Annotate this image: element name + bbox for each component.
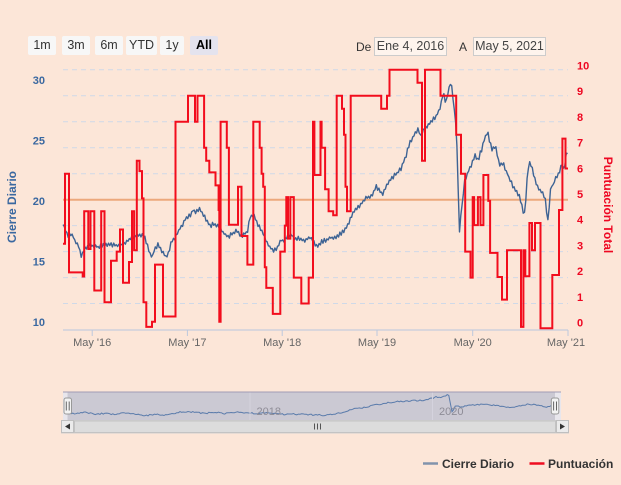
- svg-text:5: 5: [577, 189, 583, 201]
- svg-text:2: 2: [577, 266, 583, 278]
- svg-text:May '18: May '18: [263, 337, 301, 349]
- svg-text:May '21: May '21: [547, 337, 585, 349]
- svg-text:4: 4: [577, 215, 584, 227]
- svg-text:3: 3: [577, 240, 583, 252]
- svg-text:0: 0: [577, 318, 583, 330]
- svg-text:9: 9: [577, 86, 583, 98]
- svg-text:Puntuación: Puntuación: [548, 457, 613, 471]
- svg-text:6: 6: [577, 163, 583, 175]
- svg-text:May '20: May '20: [454, 337, 492, 349]
- svg-text:8: 8: [577, 112, 583, 124]
- svg-text:May '19: May '19: [358, 337, 396, 349]
- svg-text:10: 10: [33, 317, 45, 329]
- svg-text:Cierre Diario: Cierre Diario: [442, 457, 514, 471]
- svg-text:20: 20: [33, 196, 45, 208]
- svg-text:May '17: May '17: [168, 337, 206, 349]
- svg-text:15: 15: [33, 257, 45, 269]
- svg-text:Cierre Diario: Cierre Diario: [5, 171, 19, 243]
- svg-text:2020: 2020: [439, 406, 463, 418]
- svg-text:7: 7: [577, 138, 583, 150]
- svg-text:2018: 2018: [257, 406, 281, 418]
- svg-text:May '16: May '16: [73, 337, 111, 349]
- svg-text:30: 30: [33, 75, 45, 87]
- svg-text:10: 10: [577, 61, 589, 73]
- svg-text:25: 25: [33, 136, 45, 148]
- svg-text:1: 1: [577, 292, 583, 304]
- svg-text:Puntuación Total: Puntuación Total: [601, 157, 615, 253]
